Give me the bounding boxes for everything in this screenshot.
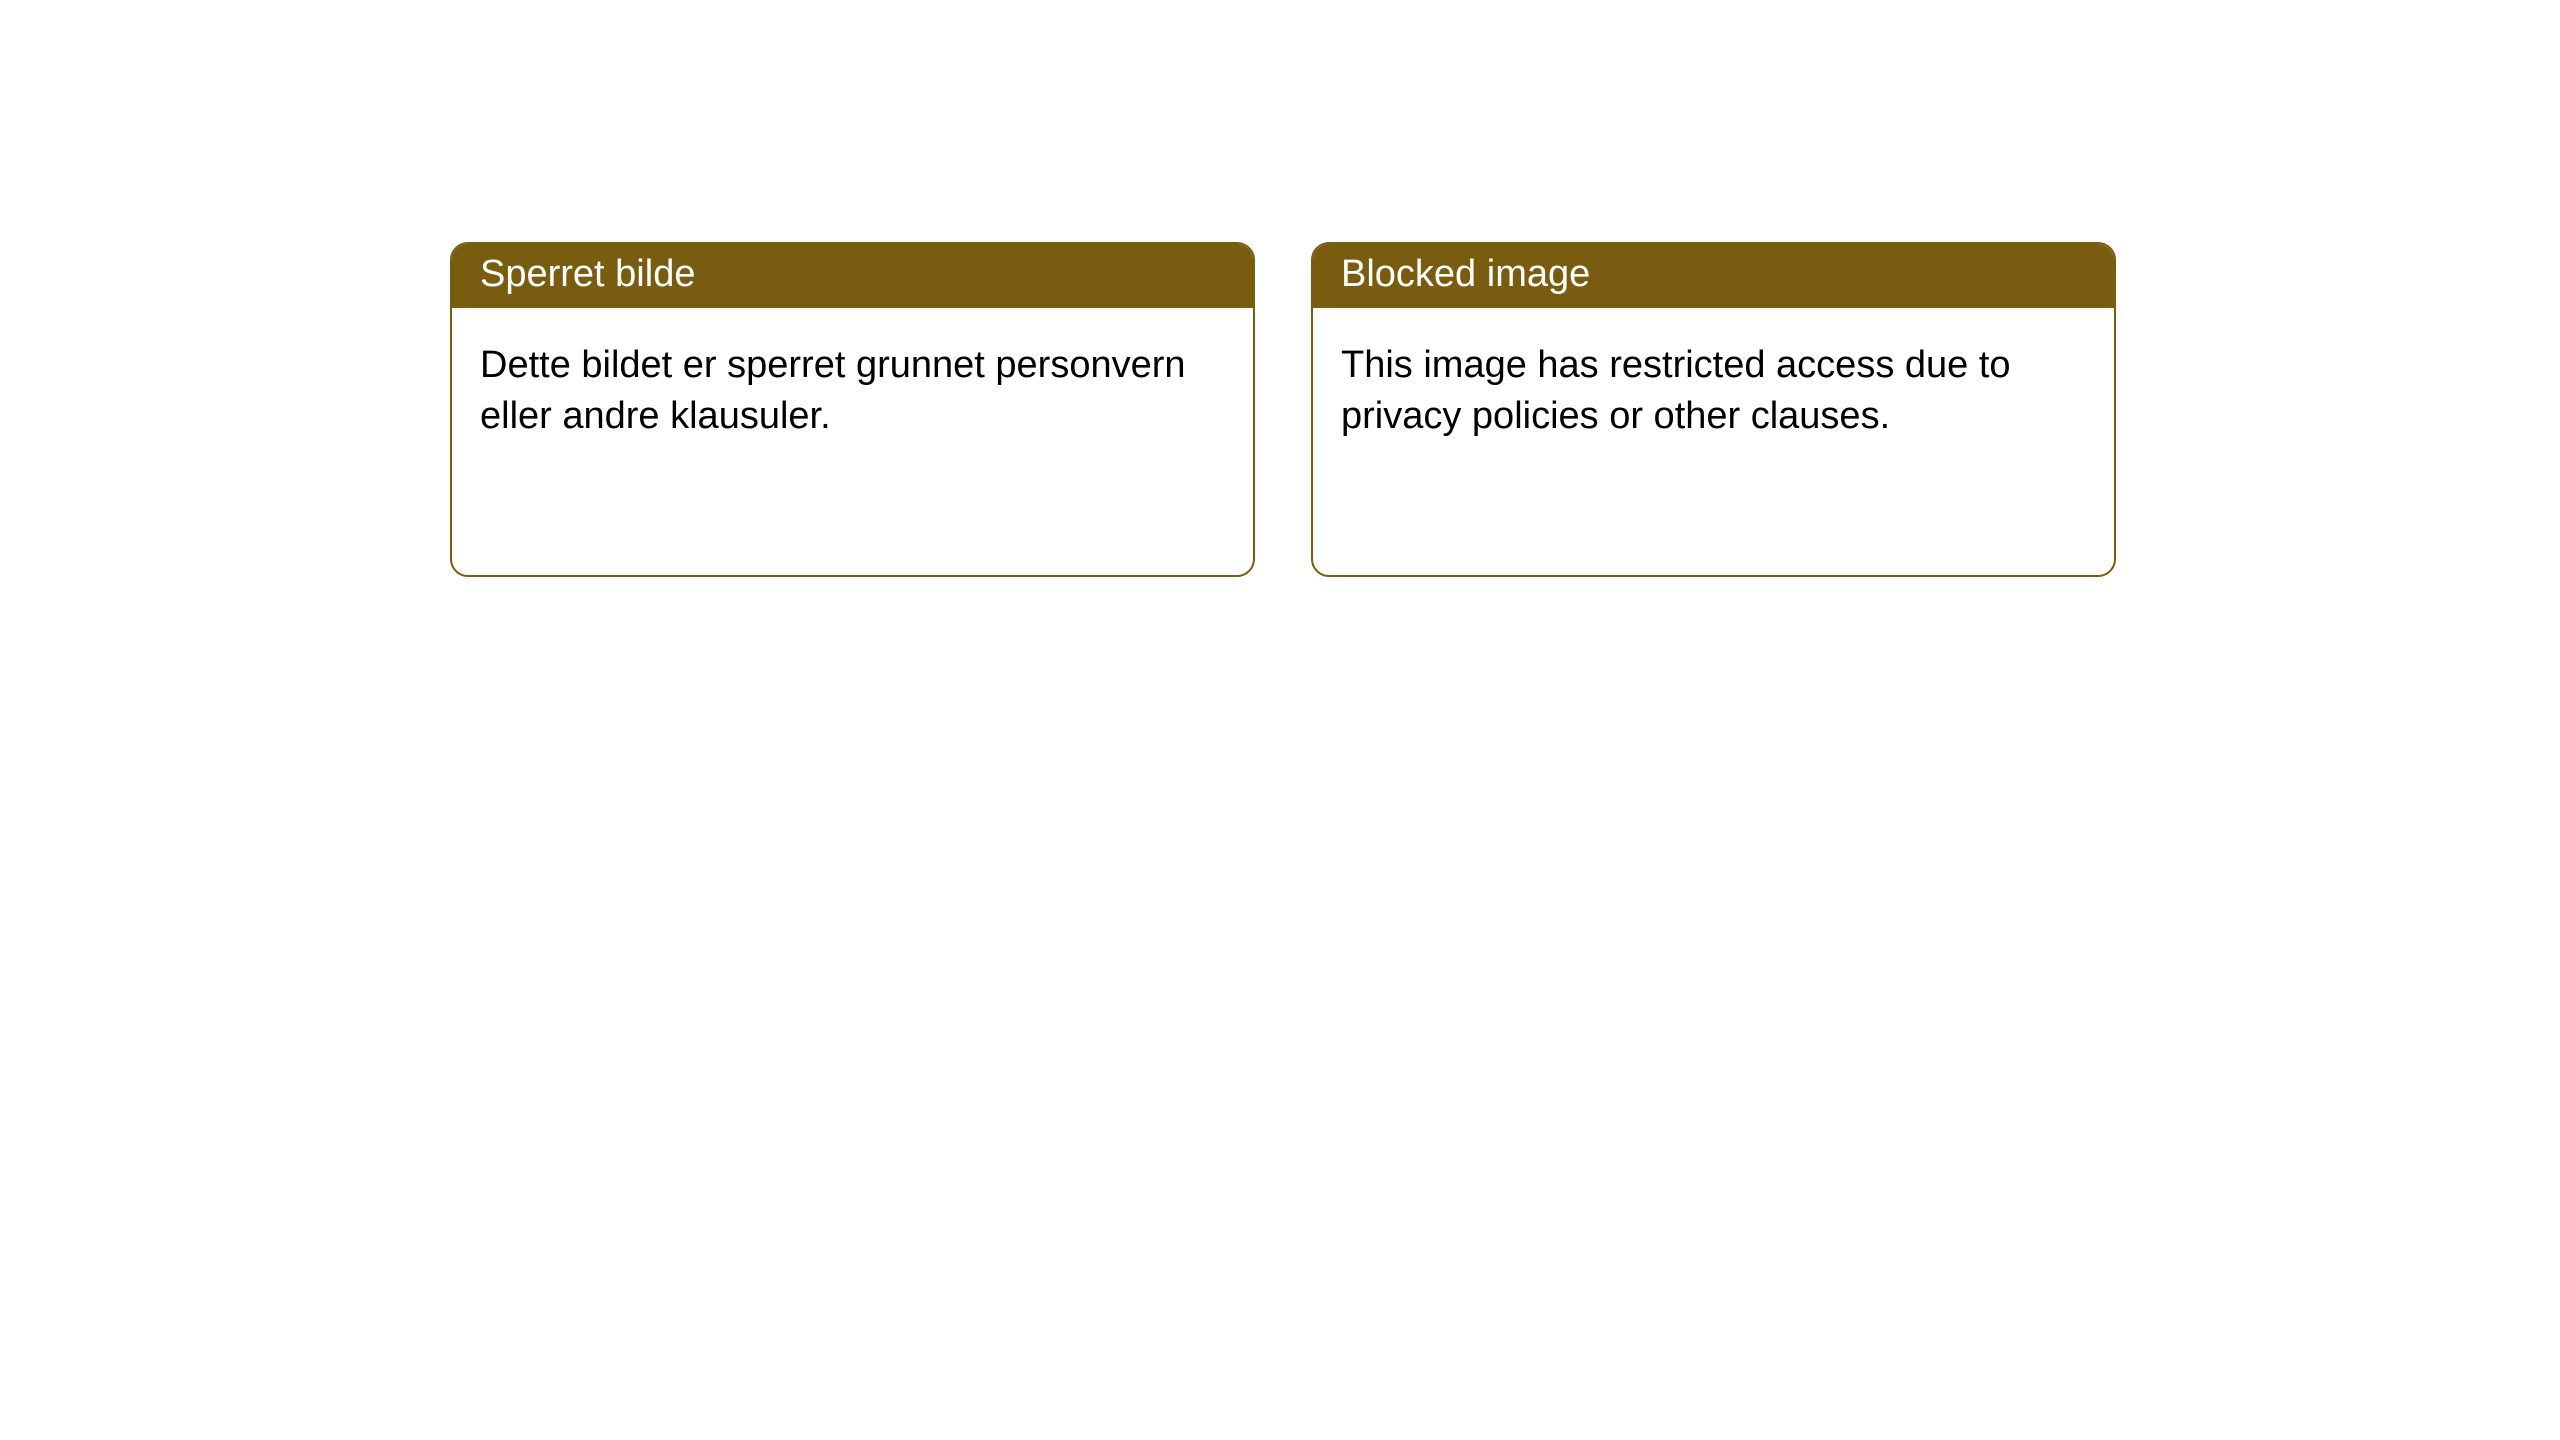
card-body-norwegian: Dette bildet er sperret grunnet personve… xyxy=(452,308,1253,475)
card-title-norwegian: Sperret bilde xyxy=(452,244,1253,308)
card-title-english: Blocked image xyxy=(1313,244,2114,308)
cards-container: Sperret bilde Dette bildet er sperret gr… xyxy=(0,0,2560,577)
blocked-image-card-english: Blocked image This image has restricted … xyxy=(1311,242,2116,577)
blocked-image-card-norwegian: Sperret bilde Dette bildet er sperret gr… xyxy=(450,242,1255,577)
card-body-english: This image has restricted access due to … xyxy=(1313,308,2114,475)
